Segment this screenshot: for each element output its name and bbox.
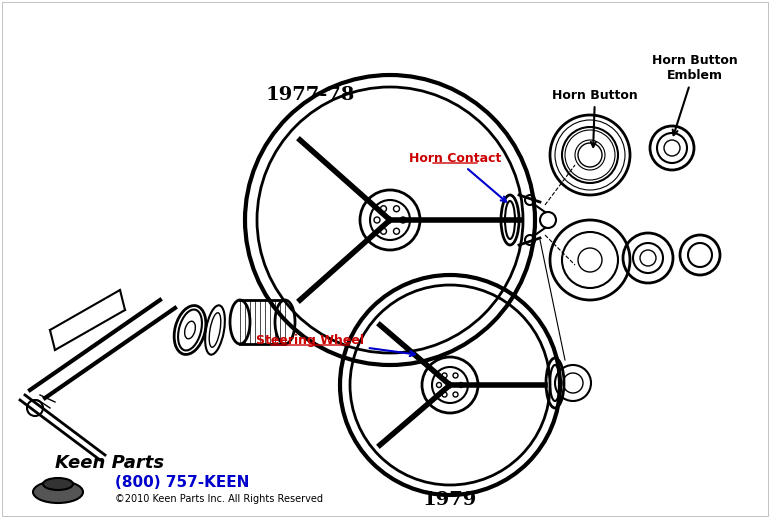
Text: 1979: 1979	[423, 491, 477, 509]
Text: Horn Button
Emblem: Horn Button Emblem	[652, 54, 738, 135]
Ellipse shape	[33, 481, 83, 503]
Text: Keen Parts: Keen Parts	[55, 454, 164, 472]
Polygon shape	[50, 290, 125, 350]
Text: Steering Wheel: Steering Wheel	[256, 334, 415, 356]
Text: Horn Contact: Horn Contact	[409, 151, 506, 202]
Text: ©2010 Keen Parts Inc. All Rights Reserved: ©2010 Keen Parts Inc. All Rights Reserve…	[115, 494, 323, 504]
Ellipse shape	[43, 478, 73, 490]
Text: (800) 757-KEEN: (800) 757-KEEN	[115, 475, 249, 490]
Text: Horn Button: Horn Button	[552, 89, 638, 147]
Text: 1977-78: 1977-78	[266, 86, 355, 104]
